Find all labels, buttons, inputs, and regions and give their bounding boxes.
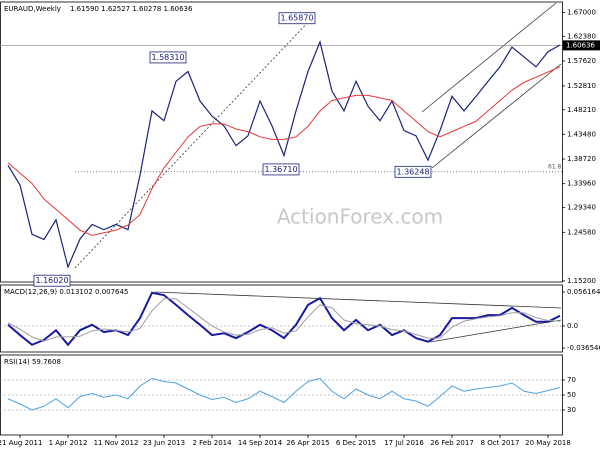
last-price-box — [563, 40, 600, 51]
x-tick-label: 14 Sep 2014 — [238, 439, 283, 447]
x-tick-label: 26 Apr 2015 — [286, 439, 329, 447]
y-tick-label: 1.62380 — [567, 32, 596, 40]
panel-frame — [0, 284, 563, 353]
panel-frame — [0, 1, 563, 283]
y-tick-label: 0.056164 — [567, 288, 600, 296]
y-tick-label: 1.24580 — [567, 228, 596, 236]
channel-upper — [421, 2, 557, 113]
panel-title: EURAUD,Weekly — [4, 5, 61, 13]
panel-subtitle: 1.61590 1.62527 1.60278 1.60636 — [70, 5, 193, 13]
x-tick-label: 26 Feb 2017 — [430, 439, 474, 447]
annotation-label: 1.36248 — [396, 167, 429, 176]
annotation-box — [33, 274, 71, 287]
x-tick-label: 17 Jul 2016 — [384, 439, 424, 447]
y-tick-label: 50 — [567, 391, 576, 399]
macd-trend-line — [154, 291, 562, 309]
annotation-label: 1.58310 — [151, 53, 184, 62]
y-tick-label: 1.57620 — [567, 57, 596, 65]
x-tick-label: 8 Oct 2017 — [481, 439, 520, 447]
x-tick-label: 2 Feb 2014 — [192, 439, 232, 447]
macd-trend-line — [429, 319, 562, 343]
y-tick-label: 1.67000 — [567, 8, 596, 16]
panel-title: RSI(14) 59.7608 — [4, 358, 61, 366]
last-price-label: 1.60636 — [566, 41, 595, 49]
y-tick-label: 1.38720 — [567, 155, 596, 163]
y-tick-label: 1.43480 — [567, 130, 596, 138]
channel-lower — [431, 63, 562, 169]
series-line — [7, 39, 561, 269]
x-tick-label: 6 Dec 2015 — [336, 439, 376, 447]
annotation-box — [262, 163, 300, 176]
series-line — [7, 66, 561, 236]
x-tick-label: 23 Jun 2013 — [143, 439, 185, 447]
annotation-label: 1.65870 — [280, 14, 313, 23]
panel-title: MACD(12,26,9) 0.013102 0.007645 — [4, 288, 128, 296]
y-tick-label: 0.0 — [567, 322, 578, 330]
x-tick-label: 1 Apr 2012 — [49, 439, 88, 447]
y-tick-label: 1.52810 — [567, 82, 596, 90]
watermark: ActionForex.com — [277, 205, 443, 229]
annotation-label: 1.16020 — [35, 276, 68, 285]
annotation-box — [278, 12, 316, 25]
y-tick-label: 70 — [567, 376, 576, 384]
annotation-box — [394, 165, 432, 178]
x-tick-label: 20 May 2018 — [525, 439, 571, 447]
series-line — [7, 377, 561, 411]
y-tick-label: 1.15200 — [567, 277, 596, 285]
annotation-box — [149, 51, 187, 64]
y-tick-label: -0.036546 — [567, 344, 600, 352]
trend-line — [74, 17, 313, 269]
y-tick-label: 1.29340 — [567, 204, 596, 212]
y-tick-label: 30 — [567, 406, 576, 414]
series-line — [7, 298, 561, 342]
annotation-label: 1.36710 — [264, 165, 297, 174]
x-tick-label: 21 Aug 2011 — [0, 439, 42, 447]
y-tick-label: 1.48210 — [567, 106, 596, 114]
x-tick-label: 11 Nov 2012 — [94, 439, 139, 447]
y-tick-label: 1.33960 — [567, 180, 596, 188]
fib-label: 61.8 — [548, 163, 562, 170]
